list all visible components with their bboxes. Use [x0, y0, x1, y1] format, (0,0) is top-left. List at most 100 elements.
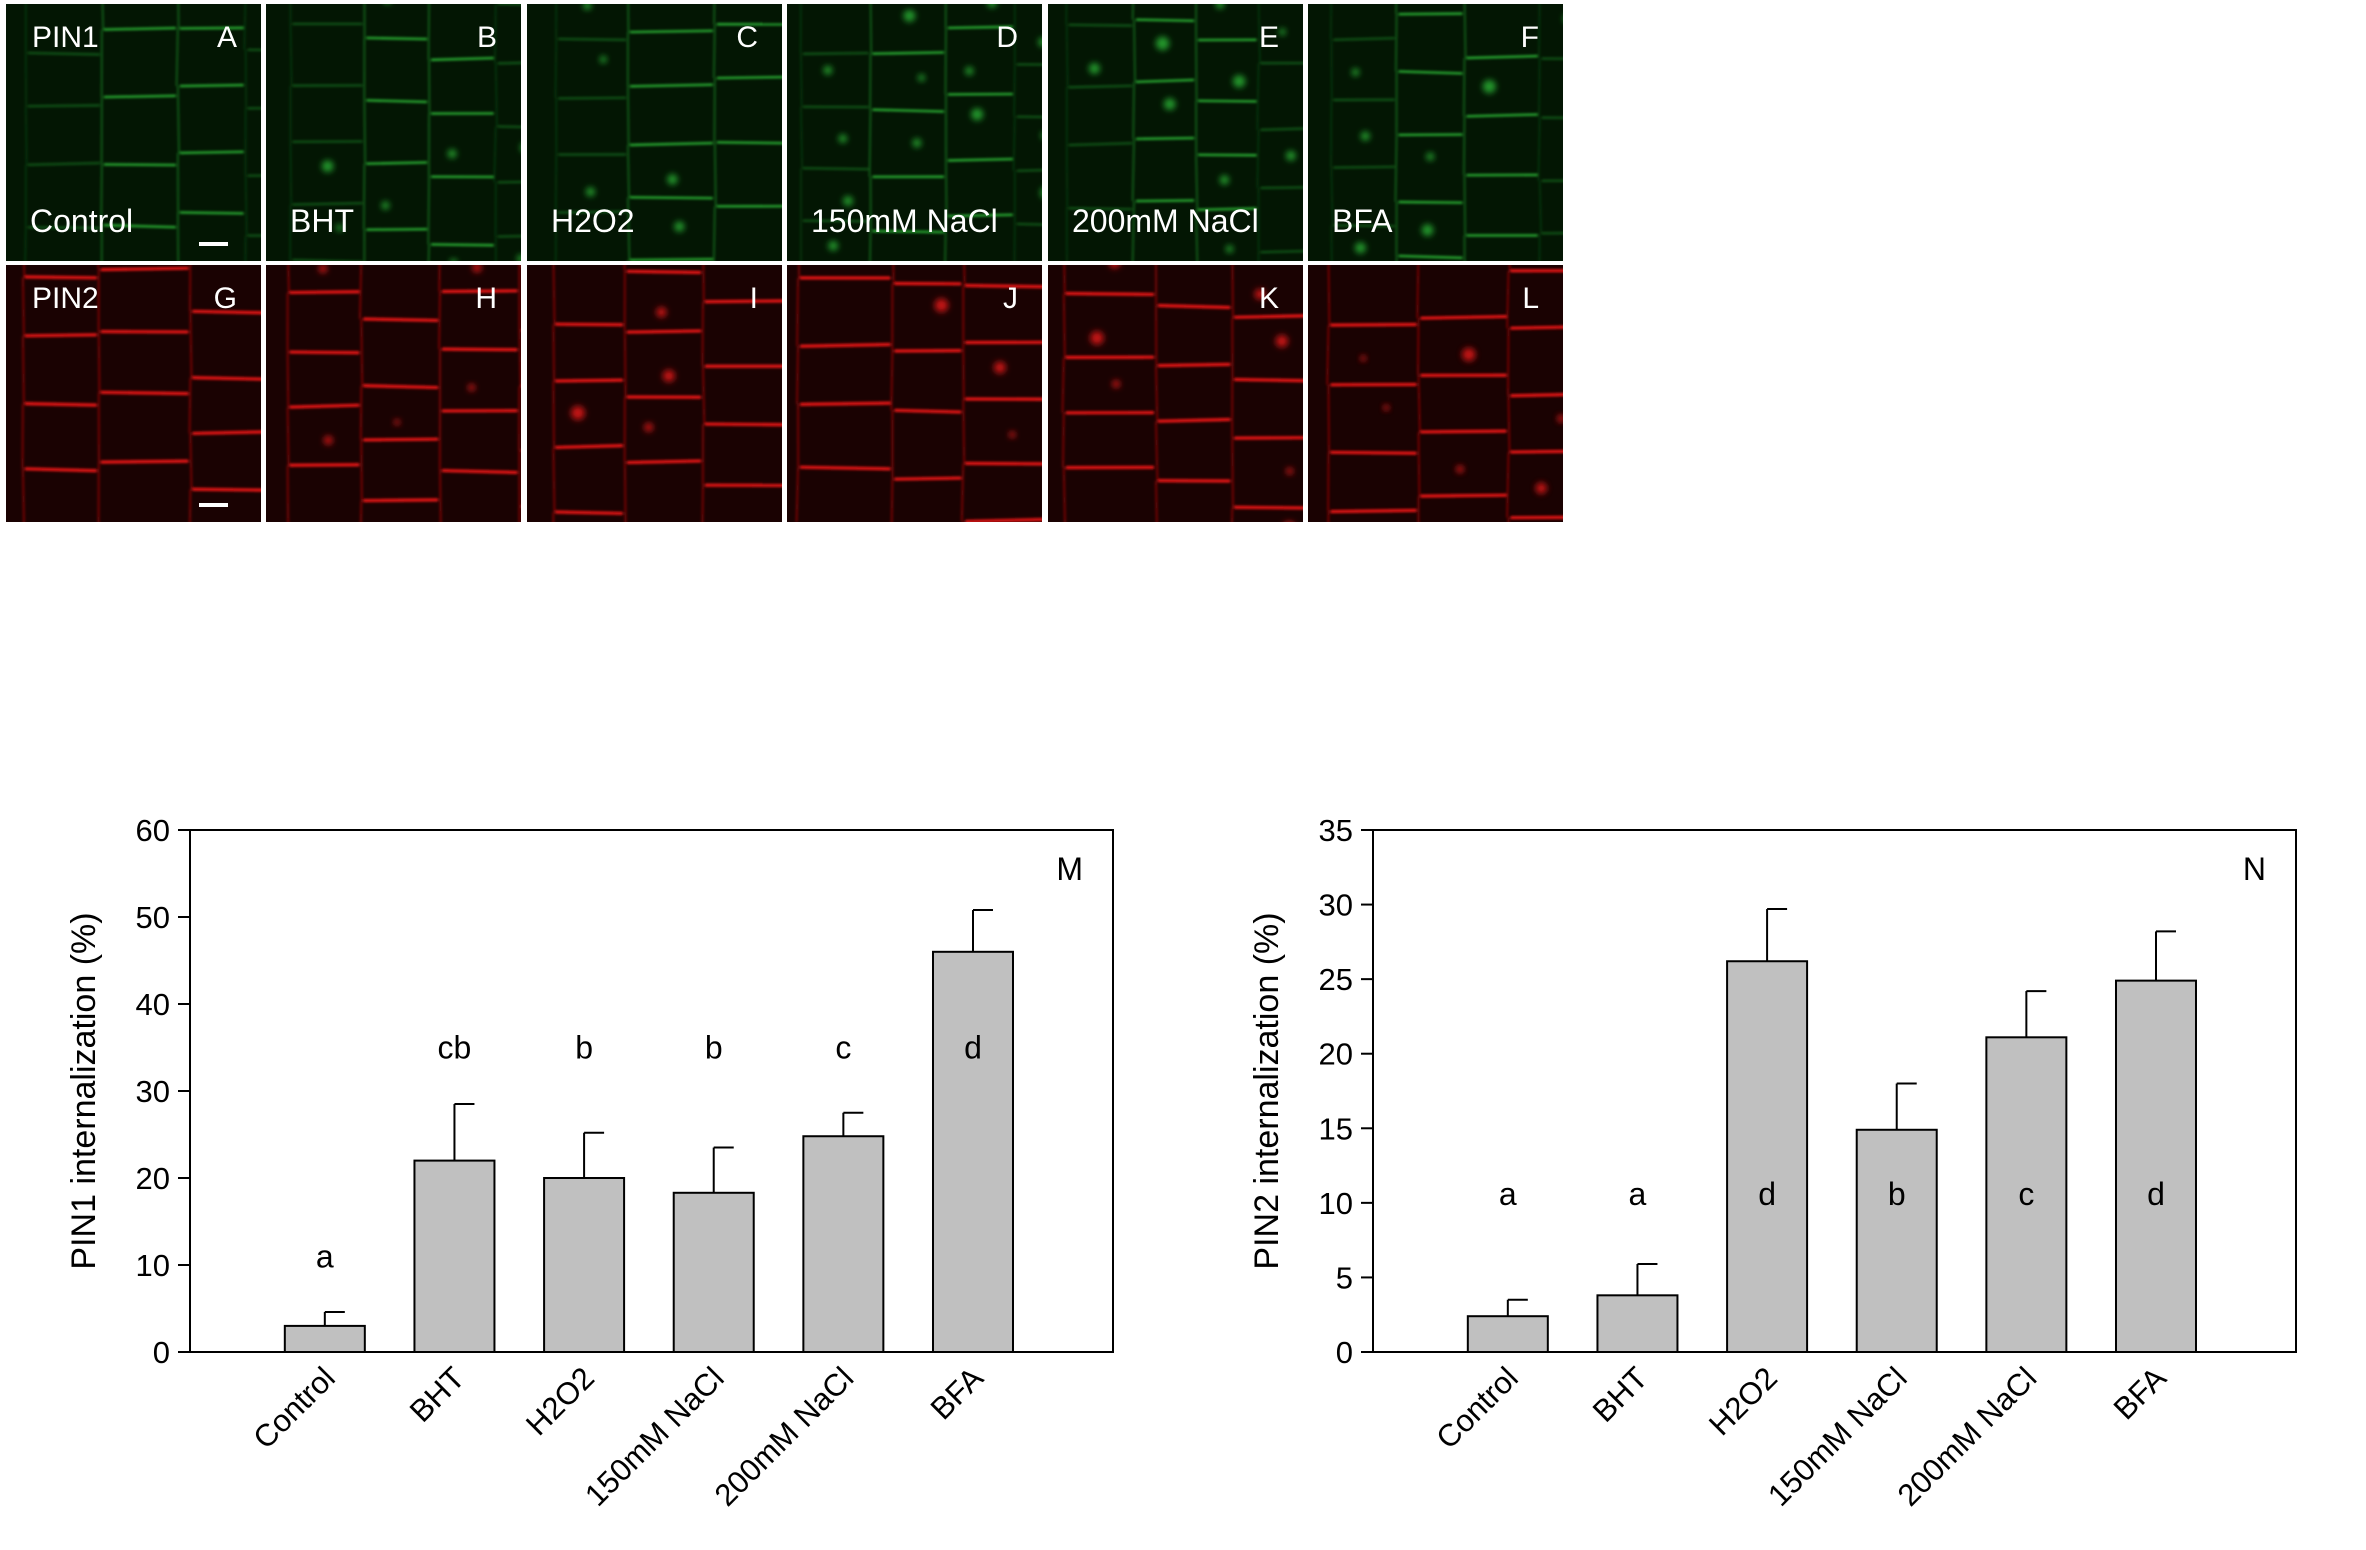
- bar: [931, 950, 1014, 1354]
- micrograph-background: [1308, 4, 1563, 261]
- significance-letter: d: [1758, 1176, 1776, 1212]
- micrograph-background: [266, 4, 521, 261]
- treatment-label: 200mM NaCl: [1072, 203, 1259, 239]
- micrograph-background: [1308, 265, 1563, 522]
- y-tick-label: 20: [136, 1161, 170, 1196]
- y-axis-label: PIN2 internalization (%): [1248, 912, 1286, 1269]
- bar: [1726, 960, 1809, 1353]
- panel-letter: B: [477, 21, 497, 54]
- bar: [543, 1177, 626, 1353]
- treatment-label: BHT: [290, 203, 354, 239]
- significance-letter: a: [1629, 1176, 1647, 1212]
- panel-letter: G: [214, 282, 237, 315]
- y-tick-label: 30: [136, 1074, 170, 1109]
- cell-outlines: [1330, 4, 1563, 261]
- bar: [672, 1191, 755, 1354]
- significance-letter: c: [2018, 1176, 2034, 1212]
- y-tick-label: 60: [136, 813, 170, 848]
- plot-frame: [1372, 829, 2297, 1353]
- cell-outlines: [554, 4, 782, 261]
- pin2-panel-g: PIN2 G: [6, 265, 261, 522]
- cell-outlines: [24, 4, 261, 261]
- bar: [1985, 1036, 2068, 1354]
- significance-letter: d: [964, 1030, 982, 1066]
- significance-letter: a: [1499, 1176, 1517, 1212]
- x-tick-label: 200mM NaCl: [1891, 1360, 2044, 1513]
- panel-letter: C: [736, 21, 758, 54]
- significance-letter: c: [835, 1030, 851, 1066]
- pin1-panel-a: PIN1 A Control: [6, 4, 261, 261]
- y-tick-label: 0: [153, 1335, 170, 1370]
- cell-outlines: [1326, 265, 1563, 522]
- x-tick-label: Control: [1429, 1360, 1524, 1455]
- x-tick-label: Control: [246, 1360, 341, 1455]
- pin2-panel-l: L: [1308, 265, 1563, 522]
- cell-outlines: [799, 4, 1042, 261]
- cell-outlines: [552, 265, 782, 522]
- row-label: PIN2: [32, 282, 99, 315]
- pin2-panel-h: H: [266, 265, 521, 522]
- bar: [1466, 1315, 1549, 1353]
- y-tick-label: 10: [136, 1248, 170, 1283]
- y-tick-label: 20: [1319, 1037, 1353, 1072]
- cell-outlines: [1061, 265, 1303, 522]
- chart-m-pin1-internalization: 0 10 20 30 40 50 60 PIN1 internalization (%) Ma C…: [65, 813, 1114, 1513]
- panel-letter: E: [1259, 21, 1279, 54]
- y-tick-label: 10: [1319, 1186, 1353, 1221]
- y-tick-label: 50: [136, 900, 170, 935]
- cell-outlines: [21, 265, 261, 522]
- panel-letter: M: [1056, 851, 1083, 887]
- y-tick-label: 35: [1319, 813, 1353, 848]
- cell-outlines: [795, 265, 1042, 522]
- treatment-label: Control: [30, 203, 133, 239]
- x-tick-label: 150mM NaCl: [1761, 1360, 1914, 1513]
- x-tick-label: BHT: [403, 1360, 472, 1429]
- significance-letter: d: [2147, 1176, 2165, 1212]
- pin1-panel-e: E 200mM NaCl: [1048, 4, 1303, 261]
- bar: [283, 1324, 366, 1354]
- treatment-label: 150mM NaCl: [811, 203, 998, 239]
- row-label: PIN1: [32, 21, 99, 54]
- cell-outlines: [289, 4, 521, 261]
- bar: [802, 1135, 885, 1353]
- y-tick-label: 40: [136, 987, 170, 1022]
- micrograph-background: [1048, 4, 1303, 261]
- cell-outlines: [286, 265, 521, 522]
- y-axis-label: PIN1 internalization (%): [65, 912, 103, 1269]
- significance-letter: b: [1888, 1176, 1906, 1212]
- bar: [1596, 1294, 1679, 1353]
- y-tick-label: 25: [1319, 962, 1353, 997]
- x-tick-label: H2O2: [1702, 1360, 1784, 1442]
- bar: [2114, 979, 2197, 1354]
- x-tick-label: 200mM NaCl: [708, 1360, 861, 1513]
- pin2-panel-i: I: [527, 265, 782, 522]
- panel-letter: A: [217, 21, 237, 54]
- bar: [1855, 1128, 1938, 1353]
- x-tick-label: BFA: [924, 1360, 990, 1426]
- bar: [413, 1159, 496, 1353]
- significance-letter: a: [316, 1238, 334, 1274]
- y-tick-label: 30: [1319, 888, 1353, 923]
- y-tick-label: 15: [1319, 1111, 1353, 1146]
- significance-letter: cb: [438, 1030, 472, 1066]
- micrograph-background: [527, 4, 782, 261]
- panel-letter: L: [1522, 282, 1539, 315]
- pin1-panel-f: F BFA: [1308, 4, 1563, 261]
- pin1-panel-b: B BHT: [266, 4, 521, 261]
- micrograph-background: [266, 265, 521, 522]
- x-tick-label: 150mM NaCl: [578, 1360, 731, 1513]
- significance-letter: b: [575, 1030, 593, 1066]
- chart-n-pin2-internalization: 0 5 10 15 20 25 30 35 PIN2 internalization (%) Na…: [1248, 813, 2297, 1513]
- panel-letter: I: [750, 282, 758, 315]
- y-tick-label: 0: [1336, 1335, 1353, 1370]
- pin2-panel-j: J: [787, 265, 1042, 522]
- x-tick-label: H2O2: [519, 1360, 601, 1442]
- micrograph-background: [787, 4, 1042, 261]
- treatment-label: BFA: [1332, 203, 1393, 239]
- cell-outlines: [1065, 4, 1303, 261]
- micrograph-background: [6, 4, 261, 261]
- treatment-label: H2O2: [551, 203, 635, 239]
- panel-letter: H: [475, 282, 497, 315]
- x-tick-label: BHT: [1586, 1360, 1655, 1429]
- significance-letter: b: [705, 1030, 723, 1066]
